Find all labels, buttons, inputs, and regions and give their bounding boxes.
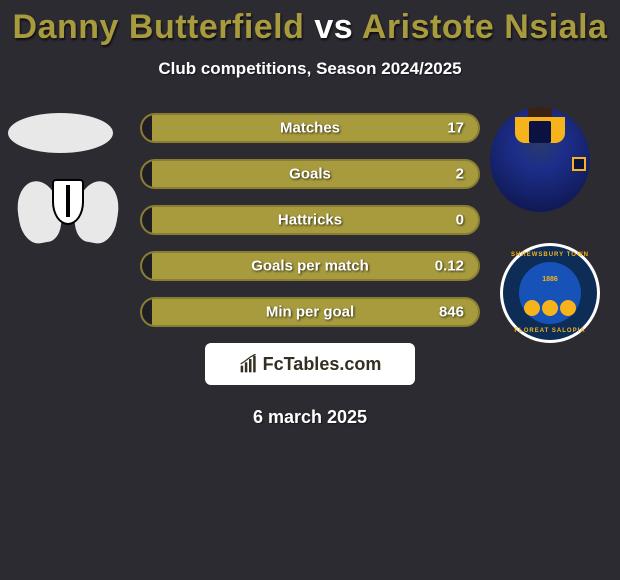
crest2-text-top: SHREWSBURY TOWN: [503, 252, 597, 258]
stat-value: 846: [439, 304, 464, 321]
content-area: SHREWSBURY TOWN 1886 FLOREAT SALOPIA Mat…: [0, 113, 620, 428]
date-label: 6 march 2025: [0, 407, 620, 428]
stat-value: 0: [456, 212, 464, 229]
subtitle: Club competitions, Season 2024/2025: [0, 59, 620, 79]
stat-label: Goals per match: [251, 258, 369, 275]
comparison-title: Danny Butterfield vs Aristote Nsiala: [0, 0, 620, 47]
stat-bar-hattricks: Hattricks 0: [140, 205, 480, 235]
stat-value: 0.12: [435, 258, 464, 275]
stat-bar-goals-per-match: Goals per match 0.12: [140, 251, 480, 281]
watermark: FcTables.com: [205, 343, 415, 385]
crest2-year: 1886: [519, 276, 581, 283]
stat-bar-min-per-goal: Min per goal 846: [140, 297, 480, 327]
player2-name: Aristote Nsiala: [362, 8, 608, 46]
player2-avatar: [490, 107, 590, 212]
stat-bars: Matches 17 Goals 2 Hattricks 0 Goals per…: [140, 113, 480, 327]
stat-label: Hattricks: [278, 212, 342, 229]
stat-value: 17: [447, 120, 464, 137]
bar-fill: [142, 253, 152, 279]
stat-value: 2: [456, 166, 464, 183]
stat-label: Goals: [289, 166, 331, 183]
crest2-text-bot: FLOREAT SALOPIA: [503, 328, 597, 334]
chart-icon: [239, 354, 259, 374]
player1-club-crest: [18, 173, 118, 253]
stat-label: Min per goal: [266, 304, 354, 321]
stat-bar-matches: Matches 17: [140, 113, 480, 143]
watermark-text: FcTables.com: [263, 354, 382, 375]
player1-name: Danny Butterfield: [13, 8, 305, 46]
stat-bar-goals: Goals 2: [140, 159, 480, 189]
player2-club-crest: SHREWSBURY TOWN 1886 FLOREAT SALOPIA: [500, 243, 600, 343]
vs-label: vs: [314, 8, 353, 46]
bar-fill: [142, 207, 152, 233]
bar-fill: [142, 115, 152, 141]
stat-label: Matches: [280, 120, 340, 137]
bar-fill: [142, 299, 152, 325]
player1-avatar: [8, 113, 113, 153]
bar-fill: [142, 161, 152, 187]
